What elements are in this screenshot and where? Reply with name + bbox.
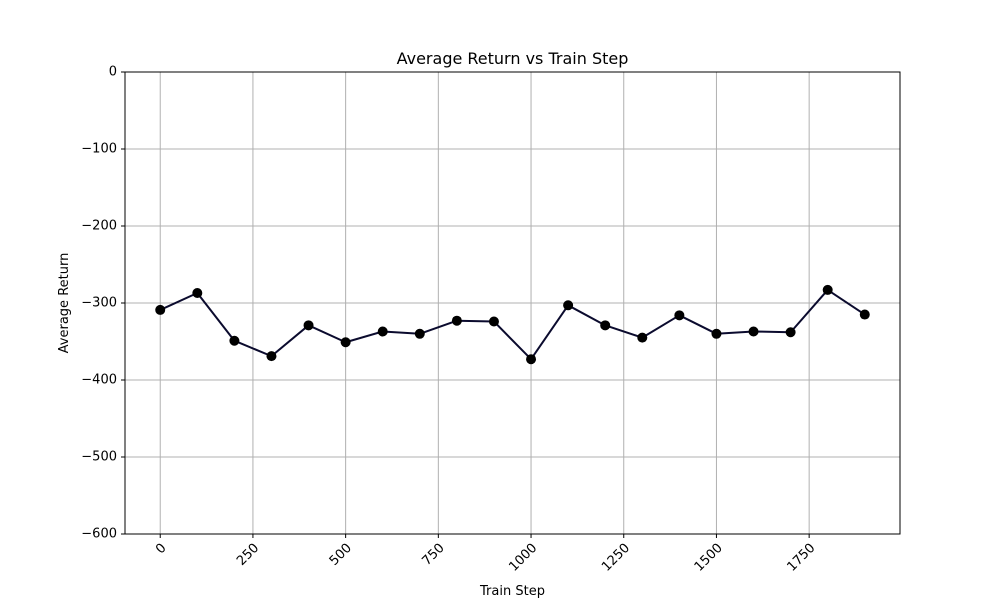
data-point-19 [859,309,870,320]
y-tick-label-4: −400 [81,373,117,388]
data-point-13 [637,332,648,343]
data-point-6 [377,326,388,337]
data-point-14 [674,310,685,321]
data-point-12 [600,320,611,331]
data-point-5 [340,337,351,348]
data-point-4 [303,320,314,331]
data-point-8 [451,315,462,326]
data-point-3 [266,351,277,362]
data-point-1 [192,287,203,298]
chart-title: Average Return vs Train Step [397,49,629,68]
y-tick-label-3: −300 [81,296,117,311]
data-point-7 [414,328,425,339]
data-point-15 [711,328,722,339]
y-axis-label: Average Return [57,253,72,354]
x-axis-label: Train Step [479,584,545,599]
grid [125,71,900,535]
data-point-0 [155,304,166,315]
data-point-10 [526,354,537,365]
data-point-11 [563,300,574,311]
series-line-0 [159,288,866,361]
data-point-16 [748,326,759,337]
series-layer [155,284,870,365]
y-tick-label-1: −100 [81,142,117,157]
data-point-2 [229,335,240,346]
y-tick-label-5: −500 [81,450,117,465]
data-point-18 [822,284,833,295]
y-tick-label-0: 0 [109,65,117,80]
y-tick-label-2: −200 [81,219,117,234]
y-tick-label-6: −600 [81,527,117,542]
data-point-17 [785,327,796,338]
data-point-9 [488,316,499,327]
